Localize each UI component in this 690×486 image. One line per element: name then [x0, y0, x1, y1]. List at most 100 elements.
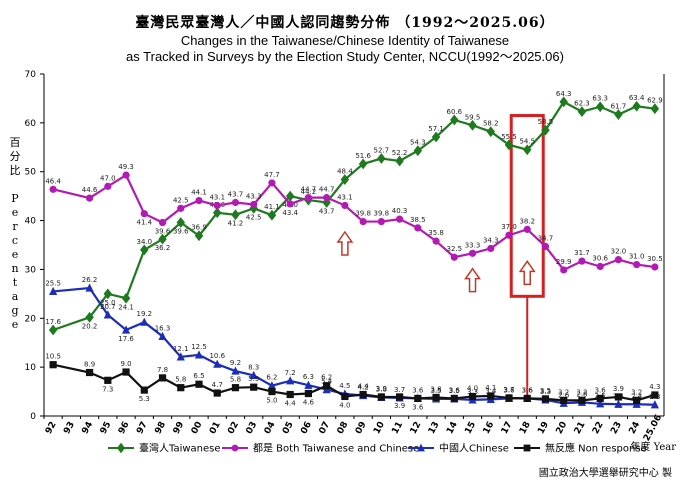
data-label-taiwanese: 60.6 [446, 108, 462, 116]
y-tick-label: 20 [25, 314, 37, 324]
data-point-nonresponse [268, 387, 276, 396]
data-point-taiwanese [523, 144, 532, 156]
data-point-nonresponse [122, 368, 130, 376]
data-point-both [122, 171, 130, 179]
x-tick-label: 01 [208, 420, 223, 436]
y-axis-label-char: e [11, 248, 19, 261]
data-label-chinese: 12.5 [191, 343, 207, 351]
data-point-both [140, 210, 148, 218]
data-point-taiwanese [450, 114, 459, 126]
x-tick-label: 20 [555, 420, 570, 436]
data-point-chinese [194, 350, 204, 359]
data-point-taiwanese [103, 288, 113, 300]
data-label-nonresponse: 4.6 [303, 399, 315, 407]
data-label-both: 43.1 [209, 193, 225, 201]
data-point-nonresponse [596, 394, 604, 403]
data-point-both [341, 201, 349, 210]
data-point-taiwanese [340, 174, 350, 185]
data-label-nonresponse: 4.4 [358, 383, 370, 391]
legend-label-both: 都是 Both Taiwanese and Chinese [253, 443, 419, 455]
data-point-nonresponse [85, 368, 94, 377]
x-tick-label: 96 [117, 420, 132, 436]
data-label-chinese: 16.3 [155, 324, 171, 332]
y-tick-label: 60 [25, 119, 37, 129]
data-label-both: 47.7 [264, 171, 280, 179]
x-tick-label: 19 [536, 420, 551, 436]
data-label-taiwanese: 25.0 [100, 299, 116, 307]
x-tick-label: 05 [281, 420, 296, 436]
data-label-chinese: 3.3 [467, 388, 478, 396]
data-label-taiwanese: 55.5 [501, 133, 517, 141]
data-point-nonresponse [541, 395, 550, 403]
data-point-taiwanese [377, 153, 386, 164]
data-point-taiwanese [595, 101, 605, 113]
data-point-nonresponse [158, 374, 167, 382]
legend-marker-both [231, 444, 239, 452]
data-label-taiwanese: 64.3 [556, 90, 572, 98]
data-point-taiwanese [48, 324, 58, 336]
x-tick-label: 98 [153, 420, 168, 436]
data-label-both: 38.5 [410, 216, 426, 224]
data-point-taiwanese [121, 292, 131, 304]
data-label-chinese: 4.2 [358, 383, 369, 391]
data-point-nonresponse [468, 392, 477, 401]
data-label-taiwanese: 58.2 [483, 120, 499, 128]
data-label-nonresponse: 8.9 [84, 361, 95, 369]
data-label-both: 43.4 [282, 209, 298, 217]
data-point-taiwanese [413, 145, 423, 157]
data-point-nonresponse [140, 386, 148, 394]
x-tick-label: 16 [482, 420, 497, 436]
y-axis-label-char: c [11, 234, 19, 247]
legend-label-nonresponse: 無反應 Non response [545, 442, 647, 455]
data-label-nonresponse: 3.6 [412, 403, 424, 411]
legend-marker-nonresponse [523, 444, 531, 452]
data-label-both: 32.5 [446, 245, 462, 253]
data-point-taiwanese [632, 100, 641, 112]
data-point-both [487, 244, 495, 253]
data-label-chinese: 6.3 [303, 373, 314, 381]
data-label-nonresponse: 3.2 [558, 388, 569, 396]
data-point-chinese [249, 370, 258, 380]
data-label-both: 33.3 [465, 241, 481, 249]
data-point-nonresponse [450, 394, 458, 403]
data-label-nonresponse: 3.2 [631, 388, 642, 396]
data-label-taiwanese: 51.6 [355, 152, 371, 160]
data-label-both: 43.1 [337, 193, 353, 201]
data-point-chinese [49, 286, 58, 296]
data-point-both [596, 262, 604, 271]
data-point-both [505, 231, 513, 239]
y-axis-label-char: P [11, 192, 19, 205]
data-point-both [450, 253, 458, 261]
data-point-both [633, 260, 641, 269]
data-label-both: 32.0 [611, 248, 627, 256]
data-label-chinese: 3.8 [376, 385, 387, 393]
data-point-chinese [140, 317, 149, 326]
data-point-taiwanese [231, 209, 240, 221]
data-point-nonresponse [487, 392, 495, 400]
data-label-nonresponse: 5.0 [266, 397, 277, 405]
data-point-taiwanese [486, 126, 495, 138]
data-label-both: 43.3 [246, 192, 262, 200]
data-label-nonresponse: 6.5 [193, 372, 204, 380]
data-point-nonresponse [231, 384, 240, 392]
data-point-both [359, 217, 367, 226]
data-label-both: 30.6 [592, 254, 608, 262]
data-point-nonresponse [304, 389, 313, 398]
data-label-taiwanese: 63.3 [592, 95, 608, 103]
legend-marker-taiwanese [116, 442, 126, 454]
data-point-both [304, 194, 313, 202]
data-point-taiwanese [559, 96, 568, 108]
data-label-chinese: 19.2 [136, 310, 152, 318]
data-label-nonresponse: 5.8 [175, 376, 186, 384]
data-label-chinese: 3.6 [503, 386, 515, 394]
data-label-nonresponse: 4.0 [339, 401, 350, 409]
y-axis-label-char: 比 [9, 164, 21, 177]
data-point-taiwanese [431, 131, 441, 143]
source-credit: 國立政治大學選舉研究中心 製 [538, 468, 672, 479]
data-label-nonresponse: 5.8 [230, 376, 241, 384]
data-label-taiwanese: 61.7 [611, 103, 627, 111]
data-label-chinese: 9.2 [230, 359, 241, 367]
data-label-nonresponse: 3.9 [394, 402, 405, 410]
data-label-nonresponse: 3.8 [430, 385, 441, 393]
